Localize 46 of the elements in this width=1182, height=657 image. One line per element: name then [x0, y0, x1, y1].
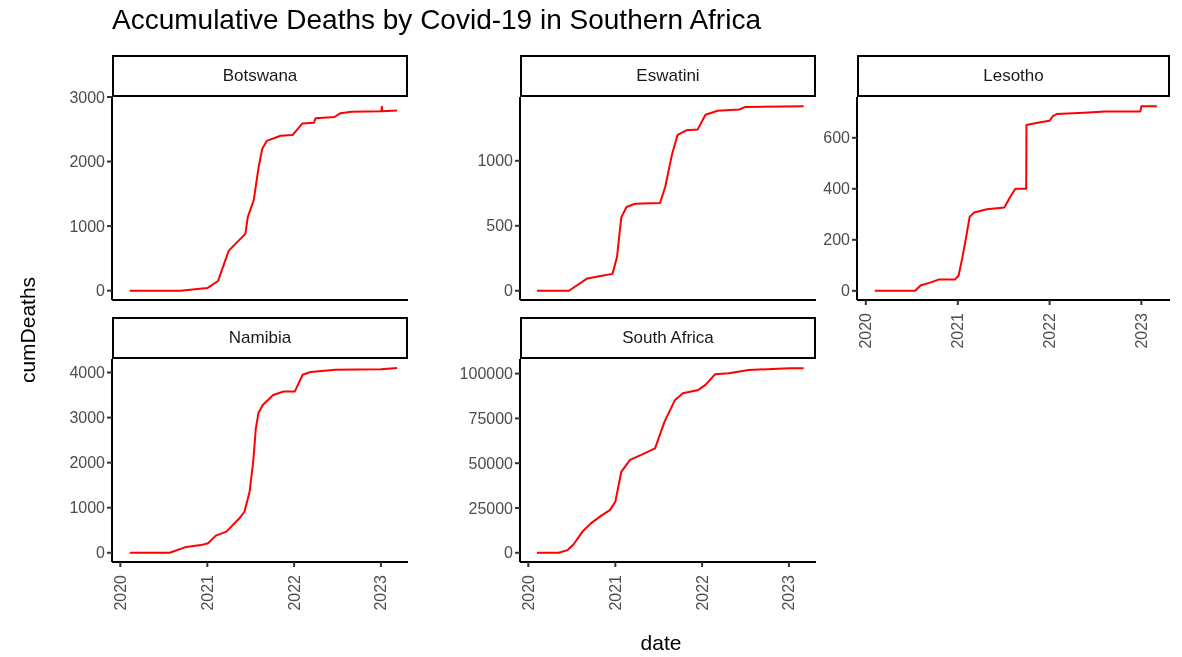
y-tick-label: 1000: [69, 217, 106, 235]
x-tick-label: 2023: [1132, 312, 1150, 349]
chart-subtitle: Botswana: [222, 66, 298, 86]
y-axis-title: cumDeaths: [16, 276, 39, 384]
line-series: [128, 367, 399, 554]
y-tick-label: 3000: [69, 88, 106, 106]
chart-subtitle: Eswatini: [636, 66, 700, 86]
x-tick-label: 2023: [780, 574, 798, 611]
y-tick-label: 1000: [69, 499, 106, 517]
y-tick-label: 75000: [468, 410, 514, 428]
line-series: [873, 105, 1158, 292]
y-tick-label: 1000: [477, 152, 514, 170]
y-tick-label: 0: [96, 282, 106, 300]
x-tick-label: 2022: [693, 574, 711, 611]
chart-title: Accumulative Deaths by Covid-19 in Southern Africa: [112, 4, 761, 35]
line-series: [535, 367, 805, 554]
y-tick-label: 500: [486, 217, 514, 235]
y-tick-label: 100000: [459, 365, 514, 383]
y-tick-label: 400: [823, 180, 851, 198]
y-tick-label: 2000: [69, 454, 106, 472]
x-tick-label: 2020: [111, 574, 129, 611]
y-tick-label: 600: [823, 129, 851, 147]
y-tick-label: 50000: [468, 454, 514, 472]
x-axis-title: date: [640, 631, 682, 654]
x-tick-label: 2020: [857, 312, 875, 349]
line-series: [535, 105, 805, 292]
chart-subtitle: South Africa: [622, 328, 714, 348]
y-tick-label: 0: [96, 544, 106, 562]
y-tick-label: 3000: [69, 409, 106, 427]
y-tick-label: 0: [504, 282, 514, 300]
x-tick-label: 2021: [949, 312, 967, 349]
y-tick-label: 25000: [468, 499, 514, 517]
x-tick-label: 2022: [1041, 312, 1059, 349]
chart-subtitle: Lesotho: [983, 66, 1044, 86]
x-tick-label: 2021: [198, 574, 216, 611]
y-tick-label: 200: [823, 231, 851, 249]
chart-subtitle: Namibia: [228, 328, 292, 348]
x-tick-label: 2020: [519, 574, 537, 611]
y-tick-label: 0: [841, 282, 851, 300]
y-tick-label: 2000: [69, 153, 106, 171]
x-tick-label: 2021: [606, 574, 624, 611]
x-tick-label: 2022: [285, 574, 303, 611]
x-tick-label: 2023: [372, 574, 390, 611]
y-tick-label: 0: [504, 544, 514, 562]
y-tick-label: 4000: [69, 364, 106, 382]
line-series: [128, 105, 399, 292]
